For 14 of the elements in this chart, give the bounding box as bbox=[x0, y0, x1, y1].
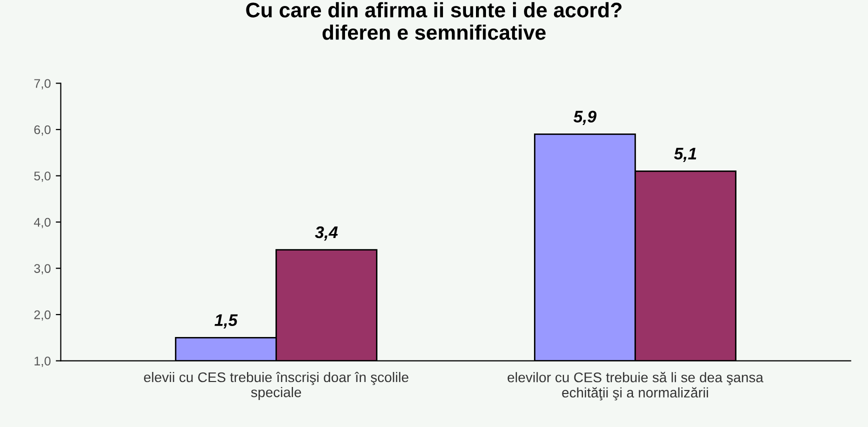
data-label: 5,9 bbox=[574, 110, 596, 125]
y-tick-label: 1,0 bbox=[34, 356, 51, 367]
y-tick-label: 3,0 bbox=[34, 264, 51, 274]
chart-title: Cu care din afirma ii sunte i de acord? diferen e semnificative bbox=[246, 2, 622, 40]
data-label: 3,4 bbox=[314, 226, 338, 241]
y-tick-label: 7,0 bbox=[34, 79, 51, 90]
y-tick-label: 5,0 bbox=[34, 172, 51, 182]
data-label: 5,1 bbox=[674, 148, 696, 162]
x-tick-label: elevilor cu CES trebuie să li se dea şansa echităţii şi a normalizării bbox=[508, 372, 764, 400]
y-tick-label: 2,0 bbox=[34, 310, 51, 321]
data-label: 1,5 bbox=[214, 314, 238, 328]
y-tick-label: 4,0 bbox=[34, 218, 51, 228]
y-tick-label: 6,0 bbox=[34, 125, 51, 136]
x-tick-label: elevii cu CES trebuie înscrişi doar în şcolile speciale bbox=[144, 372, 408, 400]
